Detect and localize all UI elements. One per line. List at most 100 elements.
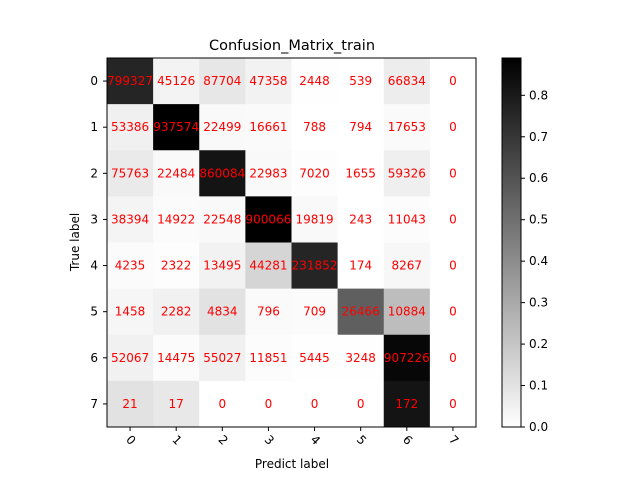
cell-value-label: 937574 (153, 120, 199, 134)
cell-value-label: 11043 (388, 212, 426, 226)
heatmap-cell (383, 58, 431, 105)
colorbar-ticks: 0.0 0.1 0.2 0.3 0.4 0.5 0.6 0.7 0.8 (521, 88, 548, 434)
x-tick-label: 1 (169, 433, 184, 448)
heatmap-cell (245, 150, 292, 197)
x-tick-label: 7 (446, 433, 461, 448)
x-axis-ticks: 0 1 2 3 4 5 6 7 (123, 427, 461, 448)
y-tick-label: 6 (90, 351, 98, 365)
heatmap-cell (291, 104, 339, 151)
heatmap-cell (199, 196, 246, 243)
x-axis-label: Predict label (255, 457, 329, 471)
y-tick-label: 7 (90, 397, 98, 411)
cell-value-label: 0 (449, 397, 457, 411)
y-tick-label: 1 (90, 120, 98, 134)
cell-value-label: 2448 (299, 74, 330, 88)
heatmap-cell (199, 334, 246, 382)
heatmap-cell (429, 196, 477, 243)
heatmap-cell (199, 242, 246, 290)
heatmap-cell (199, 288, 246, 336)
cell-value-label: 788 (303, 120, 326, 134)
cell-value-label: 2282 (161, 305, 192, 319)
heatmap-cell (153, 288, 200, 336)
cell-value-label: 17653 (388, 120, 426, 134)
cell-value-label: 17 (169, 397, 184, 411)
cell-value-label: 47358 (249, 74, 287, 88)
cell-value-label: 38394 (111, 212, 149, 226)
heatmap-cell (383, 288, 431, 336)
cell-value-label: 22484 (157, 166, 195, 180)
heatmap-cell (383, 196, 431, 243)
cell-value-label: 231852 (292, 259, 338, 273)
heatmap-cell (383, 334, 431, 382)
colorbar-tick-label: 0.4 (529, 254, 548, 268)
plot-frame (106, 57, 477, 428)
heatmap-cell (245, 334, 292, 382)
heatmap-cell (199, 104, 246, 151)
heatmap-cell (153, 380, 200, 428)
cell-value-label: 0 (449, 212, 457, 226)
y-tick-label: 2 (90, 166, 98, 180)
heatmap-cell (429, 150, 477, 197)
y-axis-label: True label (68, 213, 82, 272)
cell-value-label: 55027 (203, 351, 241, 365)
heatmap-cell (291, 150, 339, 197)
heatmap-cell (153, 242, 200, 290)
heatmap-cell (291, 242, 339, 290)
colorbar-tick-label: 0.5 (529, 213, 548, 227)
heatmap-cell (291, 334, 339, 382)
heatmap-cell (107, 58, 154, 105)
heatmap-cell (383, 150, 431, 197)
heatmap-cell (199, 58, 246, 105)
heatmap-cell (245, 196, 292, 243)
heatmap-cell (337, 104, 385, 151)
cell-value-label: 799327 (107, 74, 153, 88)
heatmap-cell (429, 58, 477, 105)
cell-value-label: 900066 (246, 212, 292, 226)
cell-value-label: 0 (449, 166, 457, 180)
colorbar-tick-label: 0.0 (529, 420, 548, 434)
heatmap-cell (383, 380, 431, 428)
cell-value-label: 907226 (384, 351, 430, 365)
colorbar-tick-label: 0.7 (529, 130, 548, 144)
cell-value-label: 75763 (111, 166, 149, 180)
x-tick-label: 3 (262, 433, 277, 448)
cell-value-label: 796 (257, 305, 280, 319)
colorbar-tick-label: 0.2 (529, 337, 548, 351)
y-tick-label: 3 (90, 212, 98, 226)
heatmap-cell (337, 380, 385, 428)
cell-value-label: 860084 (199, 166, 245, 180)
heatmap-cell (383, 242, 431, 290)
heatmap-cell (153, 334, 200, 382)
cell-value-label: 44281 (249, 259, 287, 273)
cell-value-label: 87704 (203, 74, 241, 88)
cell-value-label: 539 (349, 74, 372, 88)
cell-value-label: 8267 (392, 259, 423, 273)
colorbar: 0.0 0.1 0.2 0.3 0.4 0.5 0.6 0.7 0.8 (501, 57, 548, 434)
heatmap-cell (337, 150, 385, 197)
heatmap-cells (107, 58, 477, 428)
cell-value-label: 21 (122, 397, 137, 411)
cell-value-label: 22983 (249, 166, 287, 180)
cell-value-label: 243 (349, 212, 372, 226)
heatmap-cell (337, 288, 385, 336)
heatmap-cell-labels: 799327 45126 87704 47358 2448 539 66834 0 53386 9… (107, 74, 457, 411)
heatmap-cell (153, 196, 200, 243)
chart-title: Confusion_Matrix_train (209, 38, 375, 54)
colorbar-tick-label: 0.8 (529, 88, 548, 102)
heatmap-cell (291, 196, 339, 243)
cell-value-label: 5445 (299, 351, 330, 365)
heatmap-cell (337, 58, 385, 105)
colorbar-tick-label: 0.6 (529, 171, 548, 185)
cell-value-label: 709 (303, 305, 326, 319)
y-axis-ticks: 0 1 2 3 4 5 6 7 (90, 74, 107, 411)
cell-value-label: 4834 (207, 305, 238, 319)
colorbar-tick-label: 0.3 (529, 296, 548, 310)
cell-value-label: 22548 (203, 212, 241, 226)
colorbar-gradient (501, 57, 522, 428)
heatmap-cell (153, 104, 200, 151)
cell-value-label: 794 (349, 120, 372, 134)
cell-value-label: 11851 (249, 351, 287, 365)
cell-value-label: 0 (449, 305, 457, 319)
cell-value-label: 0 (449, 74, 457, 88)
